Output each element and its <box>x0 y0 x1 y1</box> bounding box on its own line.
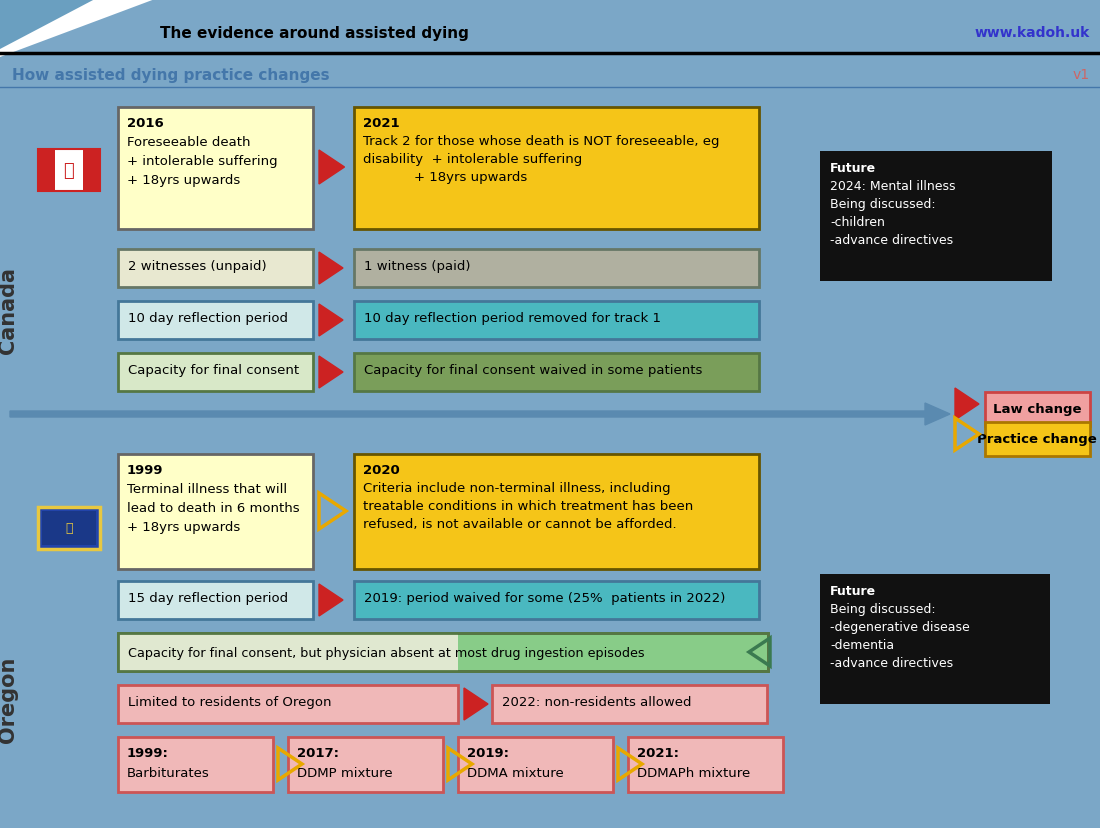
Text: Foreseeable death: Foreseeable death <box>126 136 251 149</box>
Text: Barbiturates: Barbiturates <box>126 766 210 779</box>
Text: refused, is not available or cannot be afforded.: refused, is not available or cannot be a… <box>363 518 676 531</box>
FancyBboxPatch shape <box>628 737 783 792</box>
Text: Future: Future <box>830 161 876 175</box>
Text: 10 day reflection period removed for track 1: 10 day reflection period removed for tra… <box>364 311 661 325</box>
FancyBboxPatch shape <box>458 737 613 792</box>
Text: 2024: Mental illness: 2024: Mental illness <box>830 180 956 193</box>
Text: 1999: 1999 <box>126 464 164 476</box>
Text: DDMP mixture: DDMP mixture <box>297 766 393 779</box>
FancyBboxPatch shape <box>118 686 458 723</box>
FancyBboxPatch shape <box>42 512 96 546</box>
Text: 10 day reflection period: 10 day reflection period <box>128 311 288 325</box>
Text: -advance directives: -advance directives <box>830 233 953 247</box>
Polygon shape <box>319 151 344 185</box>
Text: DDMA mixture: DDMA mixture <box>468 766 563 779</box>
Text: ⭐: ⭐ <box>65 522 73 535</box>
Text: Canada: Canada <box>0 266 18 353</box>
Polygon shape <box>319 357 343 388</box>
FancyBboxPatch shape <box>39 150 55 192</box>
Text: Being discussed:: Being discussed: <box>830 602 936 615</box>
FancyBboxPatch shape <box>288 737 443 792</box>
Polygon shape <box>319 305 343 337</box>
Text: Criteria include non-terminal illness, including: Criteria include non-terminal illness, i… <box>363 481 671 494</box>
FancyBboxPatch shape <box>354 301 759 339</box>
Text: Being discussed:: Being discussed: <box>830 198 936 211</box>
Text: -children: -children <box>830 216 884 229</box>
Polygon shape <box>955 388 979 421</box>
FancyBboxPatch shape <box>118 250 314 287</box>
FancyBboxPatch shape <box>820 575 1050 704</box>
FancyBboxPatch shape <box>84 150 100 192</box>
Text: Practice change: Practice change <box>977 433 1097 446</box>
FancyBboxPatch shape <box>118 633 458 672</box>
Text: Capacity for final consent waived in some patients: Capacity for final consent waived in som… <box>364 363 703 377</box>
Text: Oregon: Oregon <box>0 656 18 742</box>
Text: 2019:: 2019: <box>468 746 509 759</box>
Polygon shape <box>0 0 95 50</box>
FancyBboxPatch shape <box>820 152 1052 282</box>
Text: treatable conditions in which treatment has been: treatable conditions in which treatment … <box>363 499 693 513</box>
Text: + intolerable suffering: + intolerable suffering <box>126 155 277 168</box>
Text: 🍁: 🍁 <box>64 161 75 180</box>
Text: Track 2 for those whose death is NOT foreseeable, eg: Track 2 for those whose death is NOT for… <box>363 135 719 148</box>
Polygon shape <box>319 585 343 616</box>
Text: Capacity for final consent, but physician absent at most drug ingestion episodes: Capacity for final consent, but physicia… <box>128 646 645 659</box>
FancyBboxPatch shape <box>354 354 759 392</box>
Text: disability  + intolerable suffering: disability + intolerable suffering <box>363 153 582 166</box>
Text: Limited to residents of Oregon: Limited to residents of Oregon <box>128 696 331 708</box>
Text: -dementia: -dementia <box>830 638 894 651</box>
FancyBboxPatch shape <box>39 508 100 549</box>
Text: 15 day reflection period: 15 day reflection period <box>128 591 288 604</box>
Text: 2021: 2021 <box>363 117 399 130</box>
Text: Capacity for final consent: Capacity for final consent <box>128 363 299 377</box>
Text: v1: v1 <box>1072 68 1090 82</box>
FancyBboxPatch shape <box>118 354 314 392</box>
Text: 1 witness (paid): 1 witness (paid) <box>364 260 471 272</box>
Polygon shape <box>0 0 155 58</box>
Polygon shape <box>464 688 488 720</box>
FancyArrow shape <box>10 403 950 426</box>
Text: + 18yrs upwards: + 18yrs upwards <box>126 174 240 187</box>
Text: 2020: 2020 <box>363 464 399 476</box>
Text: 2022: non-residents allowed: 2022: non-residents allowed <box>502 696 692 708</box>
Text: 1999:: 1999: <box>126 746 169 759</box>
Text: -degenerative disease: -degenerative disease <box>830 620 970 633</box>
FancyBboxPatch shape <box>118 301 314 339</box>
FancyBboxPatch shape <box>118 633 768 672</box>
Text: + 18yrs upwards: + 18yrs upwards <box>363 171 527 184</box>
FancyBboxPatch shape <box>118 737 273 792</box>
FancyBboxPatch shape <box>492 686 767 723</box>
FancyBboxPatch shape <box>984 392 1090 426</box>
Text: 2016: 2016 <box>126 117 164 130</box>
Text: How assisted dying practice changes: How assisted dying practice changes <box>12 68 330 83</box>
FancyBboxPatch shape <box>39 150 100 192</box>
Polygon shape <box>319 253 343 285</box>
Text: lead to death in 6 months: lead to death in 6 months <box>126 502 299 514</box>
Text: 2019: period waived for some (25%  patients in 2022): 2019: period waived for some (25% patien… <box>364 591 725 604</box>
Text: Future: Future <box>830 585 876 597</box>
FancyBboxPatch shape <box>984 422 1090 456</box>
FancyBboxPatch shape <box>354 455 759 570</box>
FancyBboxPatch shape <box>354 108 759 229</box>
Text: DDMAPh mixture: DDMAPh mixture <box>637 766 750 779</box>
FancyBboxPatch shape <box>354 581 759 619</box>
Text: + 18yrs upwards: + 18yrs upwards <box>126 520 240 533</box>
Text: Law change: Law change <box>992 403 1081 416</box>
Text: 2 witnesses (unpaid): 2 witnesses (unpaid) <box>128 260 266 272</box>
Text: 2017:: 2017: <box>297 746 339 759</box>
FancyBboxPatch shape <box>118 455 314 570</box>
FancyBboxPatch shape <box>118 108 314 229</box>
FancyBboxPatch shape <box>354 250 759 287</box>
Text: 2021:: 2021: <box>637 746 679 759</box>
Text: -advance directives: -advance directives <box>830 657 953 669</box>
Text: www.kadoh.uk: www.kadoh.uk <box>975 26 1090 40</box>
Text: Terminal illness that will: Terminal illness that will <box>126 483 287 495</box>
Text: The evidence around assisted dying: The evidence around assisted dying <box>160 26 469 41</box>
FancyBboxPatch shape <box>118 581 314 619</box>
